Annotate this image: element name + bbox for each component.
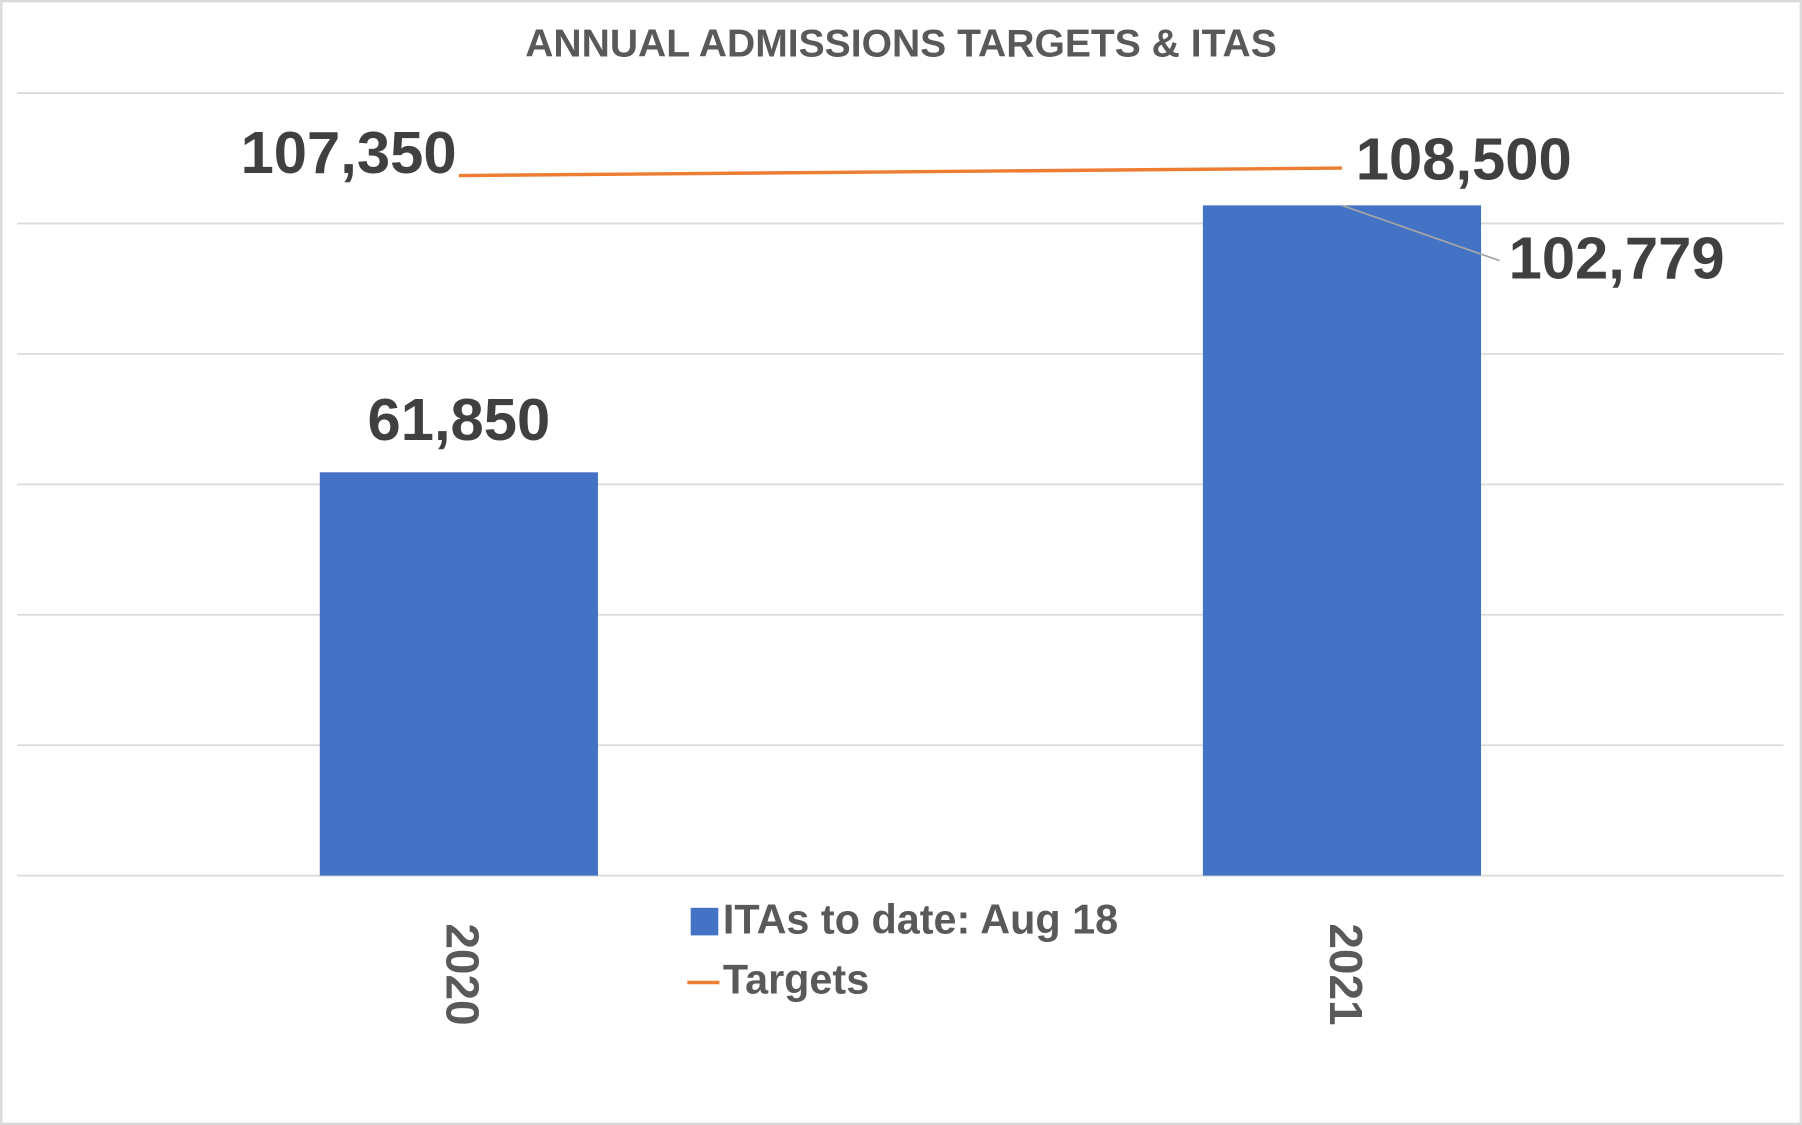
- chart-title: ANNUAL ADMISSIONS TARGETS & ITAS: [525, 22, 1277, 65]
- legend-label: Targets: [723, 956, 869, 1002]
- bar: [319, 472, 598, 876]
- legend-label: ITAs to date: Aug 18: [723, 897, 1118, 943]
- data-label: 107,350: [241, 119, 457, 186]
- legend-swatch: [690, 907, 719, 936]
- bar: [1202, 205, 1482, 876]
- data-label: 102,779: [1509, 225, 1725, 292]
- data-label: 61,850: [367, 386, 550, 453]
- line: [458, 166, 1342, 178]
- data-label: 108,500: [1356, 125, 1572, 192]
- leader-line: [1341, 204, 1500, 262]
- x-tick-label: 2021: [1320, 923, 1372, 1025]
- x-tick-label: 2020: [437, 923, 489, 1025]
